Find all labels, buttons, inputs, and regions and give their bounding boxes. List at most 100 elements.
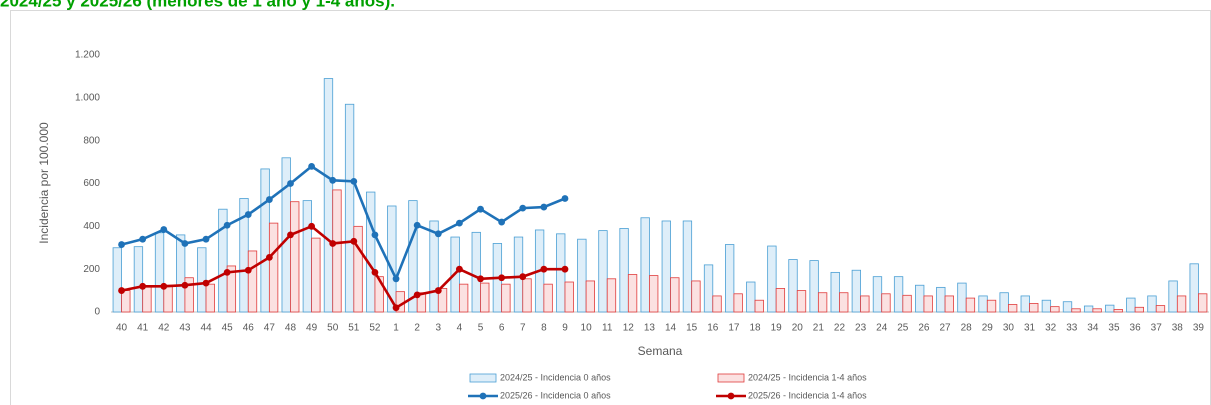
x-tick-label: 26 bbox=[918, 323, 930, 334]
line-marker bbox=[561, 195, 569, 202]
x-axis-label: Semana bbox=[638, 344, 683, 358]
bar bbox=[184, 277, 194, 313]
bar bbox=[429, 220, 439, 313]
bar bbox=[121, 290, 131, 313]
bar bbox=[725, 244, 735, 313]
bar bbox=[142, 285, 152, 313]
x-tick-label: 8 bbox=[541, 323, 547, 334]
bar bbox=[872, 276, 883, 313]
bar bbox=[1062, 301, 1073, 313]
line-marker bbox=[498, 274, 506, 282]
x-tick-label: 37 bbox=[1151, 323, 1163, 334]
line-marker bbox=[477, 205, 484, 213]
line-marker bbox=[540, 265, 548, 273]
bar bbox=[112, 247, 122, 313]
x-tick-label: 41 bbox=[137, 323, 149, 334]
bar bbox=[133, 246, 144, 313]
bar bbox=[1189, 263, 1199, 313]
line-marker bbox=[477, 275, 484, 283]
bar bbox=[408, 200, 418, 313]
bar bbox=[585, 280, 595, 313]
x-tick-label: 40 bbox=[116, 323, 128, 334]
chart-title: 2024/25 y 2025/26 (menores de 1 año y 1-… bbox=[0, 0, 395, 10]
bar bbox=[564, 281, 574, 313]
x-tick-label: 44 bbox=[200, 323, 212, 334]
bar bbox=[598, 230, 608, 313]
bar bbox=[437, 288, 448, 313]
bar bbox=[1134, 306, 1144, 313]
line-marker bbox=[244, 211, 252, 218]
line-marker bbox=[392, 304, 400, 312]
x-tick-label: 5 bbox=[478, 323, 484, 334]
y-tick-label: 800 bbox=[83, 135, 100, 146]
legend-label: 2025/26 - Incidencia 0 años bbox=[500, 390, 611, 400]
bar bbox=[1126, 297, 1136, 313]
bar bbox=[176, 234, 186, 313]
bar bbox=[661, 220, 671, 313]
y-tick-label: 1.200 bbox=[75, 50, 100, 61]
bar bbox=[746, 281, 756, 313]
x-tick-label: 16 bbox=[707, 323, 719, 334]
bar bbox=[268, 222, 279, 313]
x-tick-label: 43 bbox=[179, 323, 191, 334]
bar bbox=[915, 284, 925, 313]
x-tick-label: 23 bbox=[855, 323, 867, 334]
x-tick-label: 49 bbox=[306, 323, 318, 334]
bar bbox=[788, 259, 798, 313]
x-tick-label: 21 bbox=[813, 323, 825, 334]
bar bbox=[1071, 308, 1081, 313]
x-tick-label: 47 bbox=[264, 323, 276, 334]
y-tick-label: 1.000 bbox=[75, 92, 100, 103]
line-marker bbox=[561, 265, 569, 273]
legend-swatch bbox=[727, 392, 735, 400]
line-marker bbox=[265, 253, 273, 261]
x-tick-label: 38 bbox=[1172, 323, 1184, 334]
bar bbox=[733, 293, 743, 313]
line-marker bbox=[456, 265, 463, 273]
line-marker bbox=[456, 219, 463, 227]
bar bbox=[809, 260, 819, 313]
bar bbox=[1041, 299, 1052, 313]
bar bbox=[374, 276, 384, 313]
bar bbox=[775, 288, 786, 313]
line-marker bbox=[223, 221, 231, 229]
bar bbox=[197, 247, 207, 313]
line-marker bbox=[181, 240, 189, 247]
x-tick-label: 13 bbox=[644, 323, 656, 334]
y-tick-label: 400 bbox=[83, 221, 100, 232]
bar bbox=[353, 225, 363, 313]
bar bbox=[893, 276, 904, 313]
bar bbox=[936, 286, 946, 313]
bar bbox=[1147, 295, 1157, 313]
line-marker bbox=[244, 266, 252, 274]
x-tick-label: 18 bbox=[749, 323, 761, 334]
bar bbox=[902, 294, 912, 313]
y-axis-label: Incidencia por 100.000 bbox=[37, 122, 51, 244]
x-tick-label: 33 bbox=[1066, 323, 1078, 334]
line-marker bbox=[287, 180, 294, 187]
bar bbox=[247, 250, 258, 313]
x-tick-label: 3 bbox=[436, 323, 442, 334]
line-marker bbox=[413, 291, 421, 299]
bar bbox=[619, 228, 629, 313]
bar bbox=[640, 217, 650, 313]
line-marker bbox=[139, 235, 147, 243]
bar bbox=[471, 231, 481, 313]
bar bbox=[1105, 304, 1115, 313]
line bbox=[121, 224, 565, 310]
legend-swatch bbox=[479, 392, 487, 400]
x-tick-label: 28 bbox=[961, 323, 973, 334]
line-marker bbox=[160, 226, 168, 233]
bar bbox=[817, 292, 828, 313]
bar bbox=[290, 201, 300, 313]
line-marker bbox=[118, 241, 125, 248]
bar bbox=[670, 277, 680, 313]
line-marker bbox=[181, 281, 189, 289]
bar bbox=[302, 200, 312, 313]
legend-label: 2024/25 - Incidencia 0 años bbox=[500, 372, 611, 382]
x-tick-label: 35 bbox=[1108, 323, 1120, 334]
line-marker bbox=[202, 235, 210, 243]
line-marker bbox=[308, 162, 315, 170]
x-tick-label: 11 bbox=[602, 323, 613, 334]
